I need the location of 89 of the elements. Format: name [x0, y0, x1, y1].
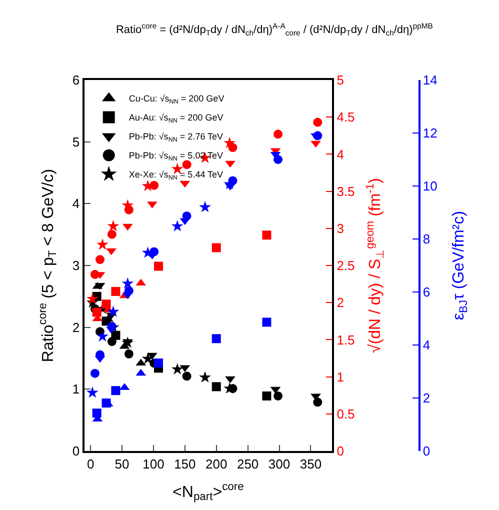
point	[122, 336, 134, 348]
point	[199, 200, 212, 212]
point	[313, 131, 322, 140]
y3-tick-label: 10	[422, 178, 438, 194]
x-tick-label: 250	[236, 456, 259, 472]
point	[274, 391, 283, 400]
legend-label: Au-Au: √s$_{NN}$ = 200 GeV	[128, 112, 224, 125]
y-tick-label: 0	[72, 444, 80, 459]
point	[107, 322, 116, 331]
point	[224, 136, 236, 148]
y3-tick-label: 2	[422, 390, 430, 406]
y-tick-label: 3	[72, 258, 80, 274]
x-tick-label: 50	[114, 456, 130, 472]
x-tick-label: 350	[300, 456, 322, 472]
x-tick-label: 200	[206, 456, 228, 472]
y-tick-label: 2	[72, 320, 80, 335]
x-tick-label: 300	[268, 456, 290, 472]
point	[212, 243, 221, 252]
point	[90, 368, 100, 378]
y2-tick-label: 3.5	[336, 184, 355, 199]
point	[313, 118, 322, 127]
y2-tick-label: 5	[336, 72, 344, 88]
point	[154, 358, 163, 368]
y-tick-label: 1	[72, 382, 80, 397]
legend-label: Pb-Pb: √s$_{NN}$ = 2.76 TeV	[128, 132, 224, 144]
y2-tick-label: 4	[336, 146, 344, 162]
point	[262, 230, 272, 240]
y3-tick-label: 12	[422, 126, 438, 141]
x-tick-label: 150	[174, 456, 196, 472]
y2-tick-label: 0.5	[336, 406, 355, 422]
legend-label: Cu-Cu: √s$_{NN}$ = 200 GeV	[128, 94, 224, 106]
point	[262, 318, 272, 327]
point	[122, 277, 134, 289]
point	[310, 140, 321, 148]
y3-tick-label: 14	[422, 72, 438, 88]
point	[212, 334, 221, 344]
point	[171, 363, 184, 374]
point	[107, 220, 120, 232]
y2-tick-label: 2	[336, 295, 344, 310]
y-tick-label: 6	[72, 72, 80, 88]
point	[90, 270, 100, 279]
point	[199, 371, 212, 383]
point	[107, 306, 120, 317]
point	[124, 349, 134, 358]
point	[212, 382, 221, 392]
point	[102, 300, 111, 309]
x-tick-label: 100	[142, 456, 164, 472]
point	[111, 286, 120, 296]
point	[225, 376, 236, 384]
point	[171, 162, 184, 174]
chart-title: Ratio$^{core}$ = (d²N/dp$_{T}$dy / dN$_{ch}$/dη)$^{A-A}$$_{core}$ / (d²N/dp$_{T}$dy / dN$_{ch}$/dη)$^{ppMB}$	[116, 22, 433, 38]
point	[107, 337, 116, 346]
y2-tick-label: 4.5	[336, 110, 355, 125]
y2-tick-label: 1	[336, 369, 344, 384]
point	[107, 230, 116, 239]
y2-tick-label: 1.5	[336, 332, 355, 348]
point	[182, 160, 192, 170]
point	[86, 292, 98, 304]
point	[182, 372, 192, 381]
point	[171, 220, 184, 232]
point	[225, 160, 236, 168]
point	[86, 386, 98, 398]
point	[96, 238, 108, 250]
point	[274, 155, 283, 164]
y2-tick-label: 3	[336, 220, 344, 236]
y3-tick-label: 0	[422, 444, 430, 459]
x-axis-title: <N$_{part}$>$^{core}$	[172, 481, 244, 504]
y3-tick-label: 8	[422, 232, 430, 247]
point	[92, 408, 102, 418]
y2-tick-label: 0	[336, 444, 344, 459]
point	[122, 199, 134, 210]
point	[313, 398, 322, 407]
point	[111, 386, 120, 396]
y2-tick-label: 2.5	[336, 258, 355, 274]
y-tick-label: 4	[72, 196, 80, 212]
y-tick-label: 5	[72, 134, 80, 150]
point	[124, 286, 134, 296]
point	[154, 262, 163, 271]
point	[102, 398, 111, 408]
point	[182, 211, 192, 220]
y3-tick-label: 6	[422, 284, 430, 300]
point	[96, 330, 108, 342]
point	[274, 130, 283, 139]
point	[95, 255, 104, 264]
point	[92, 308, 102, 317]
legend-label: Xe-Xe: √s$_{NN}$ = 5.44 TeV	[128, 170, 224, 182]
x-tick-label: 0	[86, 456, 94, 472]
point	[262, 391, 272, 400]
y3-tick-label: 4	[422, 338, 430, 353]
